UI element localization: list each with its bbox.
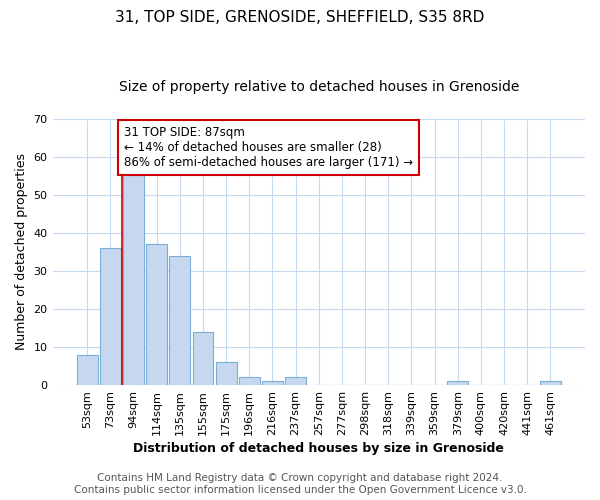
Text: 31, TOP SIDE, GRENOSIDE, SHEFFIELD, S35 8RD: 31, TOP SIDE, GRENOSIDE, SHEFFIELD, S35 … <box>115 10 485 25</box>
Text: 31 TOP SIDE: 87sqm
← 14% of detached houses are smaller (28)
86% of semi-detache: 31 TOP SIDE: 87sqm ← 14% of detached hou… <box>124 126 413 170</box>
Bar <box>123 160 144 385</box>
Bar <box>285 378 306 385</box>
Bar <box>448 382 468 385</box>
Bar <box>77 354 98 385</box>
Bar <box>169 256 190 385</box>
Y-axis label: Number of detached properties: Number of detached properties <box>15 154 28 350</box>
Bar <box>540 382 561 385</box>
Bar <box>193 332 214 385</box>
Bar <box>262 382 283 385</box>
Text: Contains HM Land Registry data © Crown copyright and database right 2024.
Contai: Contains HM Land Registry data © Crown c… <box>74 474 526 495</box>
Bar <box>239 378 260 385</box>
Bar <box>146 244 167 385</box>
X-axis label: Distribution of detached houses by size in Grenoside: Distribution of detached houses by size … <box>133 442 504 455</box>
Bar <box>100 248 121 385</box>
Bar <box>216 362 236 385</box>
Title: Size of property relative to detached houses in Grenoside: Size of property relative to detached ho… <box>119 80 519 94</box>
